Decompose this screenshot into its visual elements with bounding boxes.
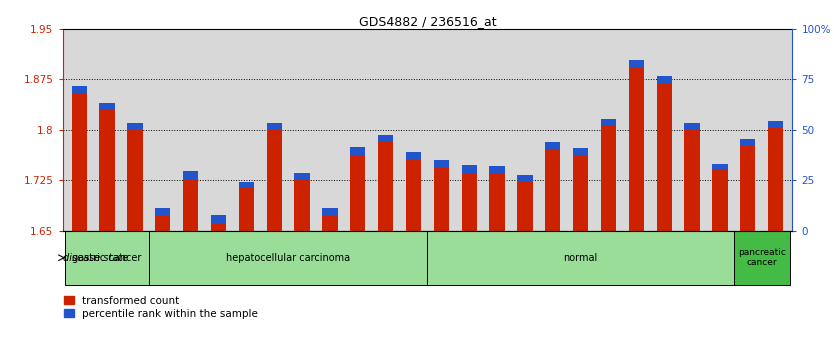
Bar	[461, 173, 477, 231]
Bar	[350, 147, 365, 155]
Bar	[734, 231, 790, 285]
Bar	[656, 84, 672, 231]
Bar	[128, 130, 143, 231]
Bar	[378, 142, 394, 231]
Bar	[427, 231, 734, 285]
Text: hepatocellular carcinoma: hepatocellular carcinoma	[226, 253, 350, 263]
Text: gastric cancer: gastric cancer	[73, 253, 142, 263]
Bar	[294, 180, 309, 231]
Bar	[434, 167, 449, 231]
Bar	[211, 224, 226, 231]
Bar	[573, 148, 588, 155]
Bar	[99, 103, 115, 110]
Bar	[72, 86, 87, 93]
Bar	[155, 208, 170, 215]
Bar	[545, 148, 560, 231]
Bar	[685, 130, 700, 231]
Bar	[629, 68, 644, 231]
Bar	[267, 123, 282, 130]
Bar	[461, 165, 477, 173]
Bar	[99, 110, 115, 231]
Legend: transformed count, percentile rank within the sample: transformed count, percentile rank withi…	[63, 295, 259, 319]
Bar	[768, 121, 783, 128]
Bar	[600, 126, 616, 231]
Bar	[155, 215, 170, 231]
Bar	[239, 182, 254, 188]
Bar	[490, 173, 505, 231]
Bar	[685, 123, 700, 130]
Bar	[573, 155, 588, 231]
Bar	[211, 215, 226, 224]
Text: normal: normal	[564, 253, 598, 263]
Bar	[434, 160, 449, 167]
Bar	[712, 164, 727, 170]
Bar	[656, 76, 672, 84]
Bar	[183, 180, 198, 231]
Bar	[294, 173, 309, 180]
Bar	[768, 128, 783, 231]
Bar	[149, 231, 427, 285]
Bar	[600, 119, 616, 126]
Bar	[239, 188, 254, 231]
Title: GDS4882 / 236516_at: GDS4882 / 236516_at	[359, 15, 496, 28]
Bar	[65, 231, 149, 285]
Bar	[350, 155, 365, 231]
Bar	[72, 93, 87, 231]
Bar	[322, 208, 338, 215]
Bar	[406, 159, 421, 231]
Bar	[712, 170, 727, 231]
Bar	[267, 130, 282, 231]
Bar	[740, 146, 756, 231]
Bar	[378, 135, 394, 142]
Bar	[490, 166, 505, 173]
Bar	[545, 142, 560, 148]
Bar	[406, 152, 421, 159]
Bar	[517, 175, 533, 182]
Bar	[322, 215, 338, 231]
Bar	[517, 182, 533, 231]
Bar	[128, 123, 143, 130]
Text: disease state: disease state	[63, 253, 128, 263]
Text: pancreatic
cancer: pancreatic cancer	[738, 248, 786, 268]
Bar	[740, 139, 756, 146]
Bar	[183, 171, 198, 180]
Bar	[629, 60, 644, 68]
